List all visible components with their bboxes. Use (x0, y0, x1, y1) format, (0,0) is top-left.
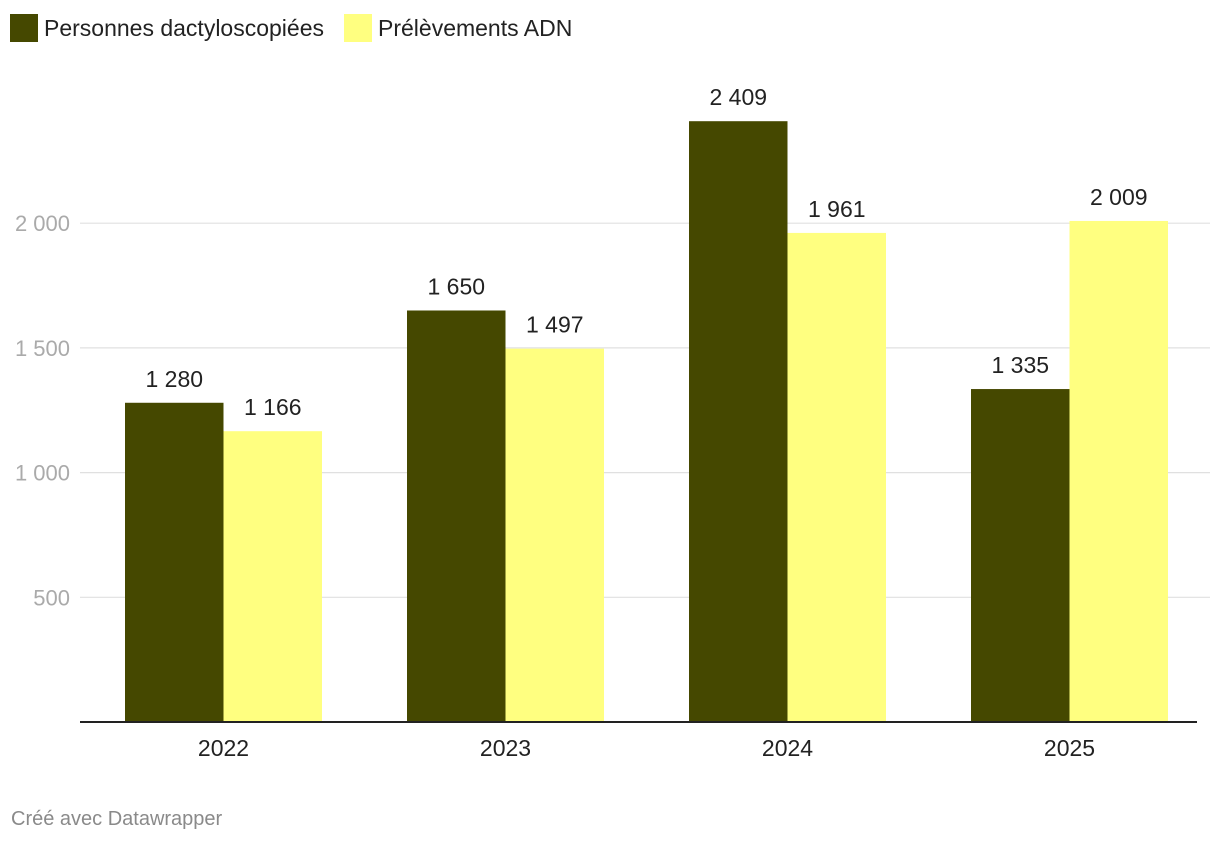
bar-2023-series-0 (407, 310, 506, 722)
x-tick-label-2025: 2025 (1044, 735, 1095, 761)
bar-2024-series-1 (787, 232, 886, 722)
data-label-2025-series-1: 2 009 (1090, 184, 1148, 210)
y-tick-label: 1 000 (15, 461, 70, 486)
legend-swatch-adn (344, 14, 372, 42)
y-tick-label: 1 500 (15, 336, 70, 361)
legend-label-adn: Prélèvements ADN (378, 14, 573, 41)
bar-2022-series-0 (125, 402, 224, 722)
bar-2022-series-1 (223, 431, 322, 722)
footer-credit: Créé avec Datawrapper (11, 808, 223, 830)
x-tick-label-2023: 2023 (480, 735, 531, 761)
data-label-2023-series-0: 1 650 (427, 273, 485, 299)
legend-item-adn: Prélèvements ADN (344, 14, 572, 42)
data-label-2023-series-1: 1 497 (526, 312, 584, 338)
legend-item-personnes: Personnes dactyloscopiées (10, 14, 324, 42)
data-label-2022-series-0: 1 280 (145, 366, 203, 392)
y-tick-label: 500 (33, 585, 70, 610)
data-label-2024-series-1: 1 961 (808, 196, 866, 222)
x-tick-label-2024: 2024 (762, 735, 813, 761)
bar-chart: 500 1 000 1 500 2 000 1 280 1 166 2022 1 650 1 4… (15, 84, 1210, 761)
legend: Personnes dactyloscopiées Prélèvements A… (10, 12, 592, 44)
bar-2024-series-0 (689, 121, 788, 723)
bar-2025-series-1 (1069, 220, 1168, 723)
x-tick-label-2022: 2022 (198, 735, 249, 761)
data-label-2025-series-0: 1 335 (991, 352, 1049, 378)
legend-swatch-personnes (10, 14, 38, 42)
data-label-2024-series-0: 2 409 (709, 84, 767, 110)
bar-2023-series-1 (505, 348, 604, 722)
y-tick-label: 2 000 (15, 211, 70, 236)
bar-2025-series-0 (971, 389, 1070, 722)
data-label-2022-series-1: 1 166 (244, 394, 302, 420)
legend-label-personnes: Personnes dactyloscopiées (44, 14, 324, 41)
